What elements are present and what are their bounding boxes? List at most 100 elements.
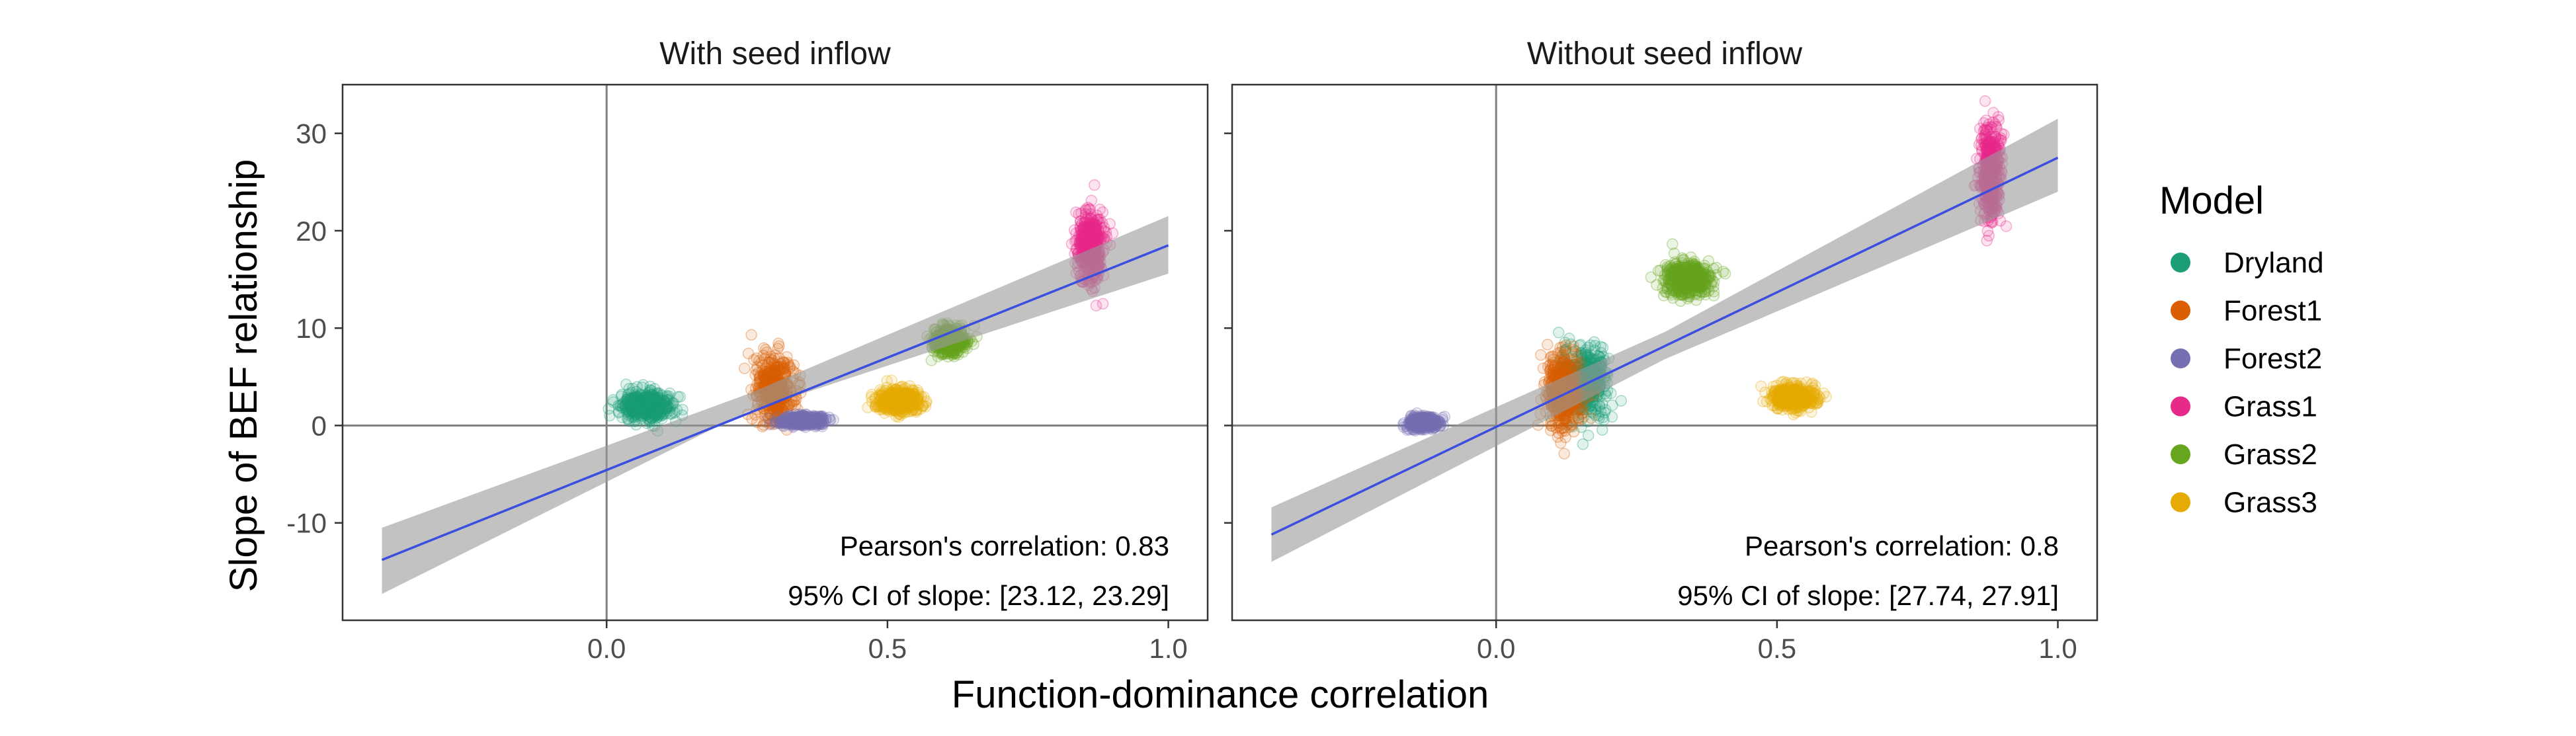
data-point bbox=[639, 398, 651, 410]
data-point bbox=[642, 406, 653, 419]
data-point bbox=[780, 411, 792, 423]
slope-ci-annotation: 95% CI of slope: [23.12, 23.29] bbox=[788, 580, 1169, 611]
data-point bbox=[815, 415, 827, 428]
data-point bbox=[786, 413, 799, 425]
data-point bbox=[1596, 424, 1608, 436]
data-point bbox=[794, 413, 806, 425]
data-point bbox=[635, 399, 647, 411]
data-point bbox=[1544, 365, 1556, 377]
data-point bbox=[663, 390, 675, 403]
data-point bbox=[667, 397, 679, 409]
data-point bbox=[751, 378, 763, 390]
data-point bbox=[661, 402, 673, 415]
data-point bbox=[798, 415, 810, 427]
data-point bbox=[641, 401, 653, 414]
data-point bbox=[1697, 279, 1709, 292]
data-point bbox=[628, 407, 641, 419]
data-point bbox=[643, 399, 655, 411]
data-point bbox=[813, 413, 825, 425]
data-point bbox=[827, 414, 839, 426]
data-point bbox=[642, 402, 653, 415]
data-point bbox=[626, 386, 638, 399]
data-point bbox=[662, 401, 675, 413]
data-point bbox=[797, 415, 809, 427]
data-point bbox=[621, 413, 634, 425]
data-point bbox=[787, 413, 799, 426]
data-point bbox=[638, 403, 649, 415]
data-point bbox=[1817, 388, 1830, 399]
data-point bbox=[649, 393, 661, 406]
data-point bbox=[761, 368, 773, 381]
data-point bbox=[784, 418, 796, 430]
data-point bbox=[810, 411, 822, 423]
data-point bbox=[633, 395, 645, 408]
data-point bbox=[817, 419, 829, 430]
data-point bbox=[607, 396, 620, 408]
data-point bbox=[648, 411, 661, 423]
data-point bbox=[789, 414, 801, 426]
data-point bbox=[630, 400, 643, 412]
data-point bbox=[784, 417, 797, 430]
data-point bbox=[641, 413, 653, 425]
data-point bbox=[634, 398, 646, 410]
data-point bbox=[812, 414, 825, 427]
data-point bbox=[640, 398, 651, 411]
data-point bbox=[813, 413, 825, 426]
data-point bbox=[790, 415, 802, 427]
data-point bbox=[757, 365, 769, 377]
data-point bbox=[781, 413, 793, 425]
data-point bbox=[631, 391, 643, 403]
data-point bbox=[809, 417, 821, 430]
data-point bbox=[776, 360, 789, 372]
data-point bbox=[657, 409, 669, 421]
data-point bbox=[1672, 270, 1684, 282]
data-point bbox=[748, 354, 760, 366]
data-point bbox=[787, 421, 799, 433]
data-point bbox=[655, 398, 668, 410]
data-point bbox=[632, 410, 644, 422]
data-point bbox=[665, 400, 677, 412]
data-point bbox=[616, 388, 628, 401]
data-point bbox=[755, 374, 767, 387]
data-point bbox=[639, 391, 651, 403]
data-point bbox=[815, 411, 827, 424]
data-point bbox=[793, 415, 806, 427]
data-point bbox=[647, 408, 659, 421]
data-point bbox=[802, 418, 814, 430]
data-point bbox=[803, 414, 815, 426]
data-point bbox=[627, 399, 639, 411]
data-point bbox=[799, 414, 811, 427]
data-point bbox=[645, 398, 657, 411]
data-point bbox=[793, 413, 805, 425]
data-point bbox=[795, 416, 807, 429]
data-point bbox=[779, 413, 792, 425]
data-point bbox=[614, 399, 627, 412]
data-point bbox=[663, 405, 676, 417]
data-point bbox=[789, 411, 801, 424]
data-point bbox=[1678, 289, 1690, 302]
data-point bbox=[641, 404, 653, 417]
data-point bbox=[768, 352, 780, 364]
data-point bbox=[763, 412, 774, 425]
data-point bbox=[778, 413, 791, 425]
data-point bbox=[799, 414, 811, 426]
data-point bbox=[804, 419, 817, 430]
data-point bbox=[791, 416, 803, 428]
data-point bbox=[757, 349, 770, 362]
data-point bbox=[800, 413, 812, 425]
data-point bbox=[626, 405, 639, 417]
data-point bbox=[751, 360, 763, 373]
data-point bbox=[793, 414, 805, 426]
data-point bbox=[767, 418, 779, 430]
data-point bbox=[633, 396, 645, 409]
data-point bbox=[622, 405, 635, 417]
data-point bbox=[671, 403, 683, 416]
data-point bbox=[767, 368, 778, 381]
data-point bbox=[794, 410, 807, 422]
data-point bbox=[644, 380, 656, 393]
data-point bbox=[786, 413, 799, 426]
data-point bbox=[634, 393, 646, 405]
data-point bbox=[636, 381, 648, 393]
data-point bbox=[792, 415, 804, 427]
data-point bbox=[793, 408, 806, 421]
